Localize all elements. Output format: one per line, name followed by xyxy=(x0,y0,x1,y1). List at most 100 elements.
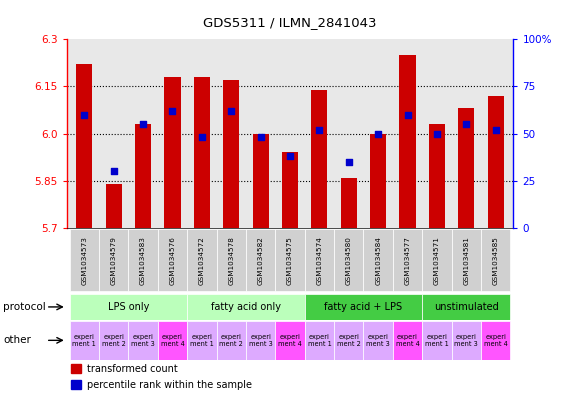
Point xyxy=(432,130,441,137)
Point xyxy=(139,121,148,127)
Point xyxy=(374,130,383,137)
FancyBboxPatch shape xyxy=(334,229,364,292)
Bar xyxy=(488,96,504,228)
Text: percentile rank within the sample: percentile rank within the sample xyxy=(87,380,252,389)
Text: GSM1034583: GSM1034583 xyxy=(140,236,146,285)
FancyBboxPatch shape xyxy=(304,229,334,292)
Text: GSM1034571: GSM1034571 xyxy=(434,236,440,285)
Point xyxy=(109,168,118,174)
FancyBboxPatch shape xyxy=(187,229,216,292)
Point xyxy=(168,108,177,114)
Point xyxy=(256,134,265,141)
FancyBboxPatch shape xyxy=(246,321,276,360)
Bar xyxy=(311,90,328,228)
Text: GSM1034581: GSM1034581 xyxy=(463,236,469,285)
Text: GSM1034577: GSM1034577 xyxy=(404,236,411,285)
Text: GSM1034579: GSM1034579 xyxy=(111,236,117,285)
FancyBboxPatch shape xyxy=(158,229,187,292)
Text: fatty acid + LPS: fatty acid + LPS xyxy=(324,302,403,312)
Bar xyxy=(223,80,240,228)
Bar xyxy=(71,364,81,373)
Text: GSM1034572: GSM1034572 xyxy=(199,236,205,285)
Bar xyxy=(400,55,416,228)
Text: protocol: protocol xyxy=(3,302,46,312)
FancyBboxPatch shape xyxy=(304,294,422,320)
Text: experi
ment 2: experi ment 2 xyxy=(102,334,126,347)
Bar xyxy=(458,108,474,228)
Text: GSM1034580: GSM1034580 xyxy=(346,236,351,285)
FancyBboxPatch shape xyxy=(70,321,99,360)
Text: experi
ment 3: experi ment 3 xyxy=(131,334,155,347)
FancyBboxPatch shape xyxy=(364,321,393,360)
Point xyxy=(285,153,295,160)
Text: GSM1034584: GSM1034584 xyxy=(375,236,381,285)
Text: experi
ment 1: experi ment 1 xyxy=(72,334,96,347)
Text: unstimulated: unstimulated xyxy=(434,302,499,312)
Text: fatty acid only: fatty acid only xyxy=(211,302,281,312)
Text: other: other xyxy=(3,335,31,345)
Text: experi
ment 1: experi ment 1 xyxy=(190,334,214,347)
Text: experi
ment 1: experi ment 1 xyxy=(307,334,331,347)
FancyBboxPatch shape xyxy=(422,294,510,320)
FancyBboxPatch shape xyxy=(216,321,246,360)
Point xyxy=(344,159,353,165)
FancyBboxPatch shape xyxy=(276,229,304,292)
Text: experi
ment 2: experi ment 2 xyxy=(337,334,361,347)
Text: GSM1034575: GSM1034575 xyxy=(287,236,293,285)
Bar xyxy=(340,178,357,228)
FancyBboxPatch shape xyxy=(216,229,246,292)
FancyBboxPatch shape xyxy=(422,321,452,360)
Text: GSM1034576: GSM1034576 xyxy=(169,236,176,285)
Bar xyxy=(164,77,180,228)
FancyBboxPatch shape xyxy=(187,321,216,360)
Bar xyxy=(282,152,298,228)
Bar xyxy=(252,134,269,228)
Text: GDS5311 / ILMN_2841043: GDS5311 / ILMN_2841043 xyxy=(203,16,377,29)
Bar xyxy=(429,124,445,228)
FancyBboxPatch shape xyxy=(128,229,158,292)
Text: experi
ment 4: experi ment 4 xyxy=(161,334,184,347)
Text: transformed count: transformed count xyxy=(87,364,177,374)
Bar xyxy=(106,184,122,228)
Bar xyxy=(76,64,92,228)
Point xyxy=(197,134,206,141)
FancyBboxPatch shape xyxy=(70,229,99,292)
Text: experi
ment 4: experi ment 4 xyxy=(396,334,419,347)
FancyBboxPatch shape xyxy=(481,229,510,292)
Point xyxy=(315,127,324,133)
Point xyxy=(227,108,236,114)
FancyBboxPatch shape xyxy=(276,321,304,360)
Text: GSM1034574: GSM1034574 xyxy=(316,236,322,285)
Text: experi
ment 1: experi ment 1 xyxy=(425,334,449,347)
FancyBboxPatch shape xyxy=(99,321,128,360)
Text: GSM1034585: GSM1034585 xyxy=(492,236,499,285)
FancyBboxPatch shape xyxy=(70,294,187,320)
FancyBboxPatch shape xyxy=(452,229,481,292)
Point xyxy=(491,127,501,133)
Point xyxy=(462,121,471,127)
Text: experi
ment 2: experi ment 2 xyxy=(219,334,243,347)
FancyBboxPatch shape xyxy=(334,321,364,360)
FancyBboxPatch shape xyxy=(128,321,158,360)
FancyBboxPatch shape xyxy=(304,321,334,360)
FancyBboxPatch shape xyxy=(422,229,452,292)
FancyBboxPatch shape xyxy=(158,321,187,360)
FancyBboxPatch shape xyxy=(246,229,276,292)
Text: experi
ment 3: experi ment 3 xyxy=(249,334,273,347)
Point xyxy=(79,112,89,118)
Text: experi
ment 4: experi ment 4 xyxy=(484,334,508,347)
FancyBboxPatch shape xyxy=(364,229,393,292)
FancyBboxPatch shape xyxy=(393,229,422,292)
Text: GSM1034582: GSM1034582 xyxy=(258,236,264,285)
Text: LPS only: LPS only xyxy=(108,302,149,312)
FancyBboxPatch shape xyxy=(99,229,128,292)
FancyBboxPatch shape xyxy=(187,294,304,320)
Bar xyxy=(71,380,81,389)
FancyBboxPatch shape xyxy=(481,321,510,360)
FancyBboxPatch shape xyxy=(452,321,481,360)
Bar xyxy=(135,124,151,228)
Bar xyxy=(370,134,386,228)
Point xyxy=(403,112,412,118)
Text: experi
ment 3: experi ment 3 xyxy=(366,334,390,347)
Text: experi
ment 4: experi ment 4 xyxy=(278,334,302,347)
